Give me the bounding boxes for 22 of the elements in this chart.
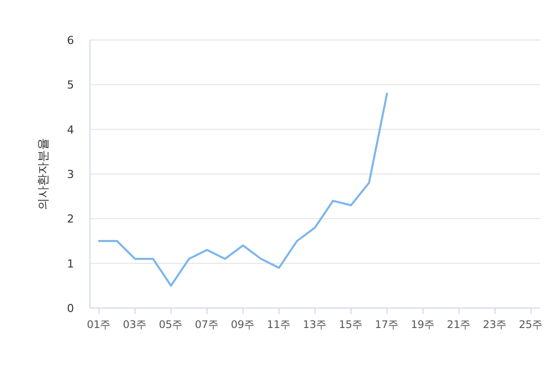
y-tick-label: 0 [67, 302, 74, 315]
y-tick-label: 1 [67, 257, 74, 270]
y-tick-label: 2 [67, 212, 74, 226]
x-tick-label: 25주 [518, 319, 544, 331]
x-tick-label: 23주 [482, 319, 508, 331]
x-tick-label: 09주 [230, 319, 256, 331]
x-tick-label: 05주 [158, 319, 184, 331]
x-tick-label: 11주 [266, 319, 292, 331]
y-axis-title: 의사환자분율 [36, 138, 50, 210]
y-tick-label: 4 [67, 123, 74, 136]
x-tick-label: 19주 [410, 319, 436, 331]
y-tick-label: 3 [67, 168, 74, 181]
line-series [98, 92, 388, 287]
x-tick-label: 13주 [302, 319, 328, 331]
x-tick-label: 03주 [122, 319, 148, 331]
x-tick-label: 07주 [194, 319, 220, 331]
y-tick-label: 6 [67, 34, 74, 47]
x-tick-label: 01주 [86, 319, 112, 331]
y-tick-label: 5 [67, 78, 74, 92]
x-tick-label: 17주 [374, 319, 400, 331]
x-tick-label: 15주 [338, 319, 364, 331]
x-tick-label: 21주 [446, 319, 472, 331]
